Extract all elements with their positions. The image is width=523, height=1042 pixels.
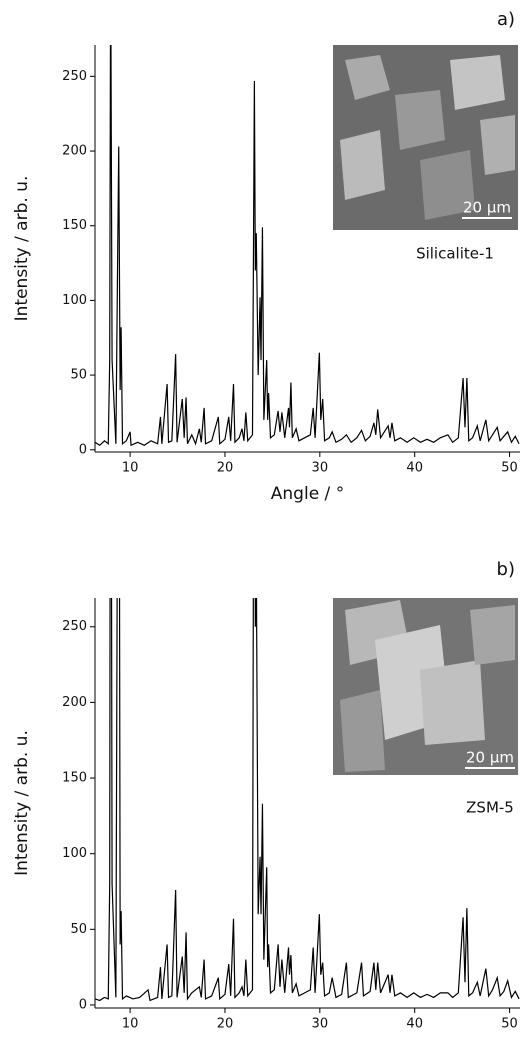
panel-label: a) [497,9,515,30]
y-tick-label: 100 [62,293,87,308]
y-tick-label: 150 [62,218,87,233]
x-tick-label: 30 [312,1017,329,1032]
x-tick-label: 30 [312,461,329,476]
y-tick-label: 0 [79,442,87,457]
panel-label: b) [497,559,515,580]
x-tick-label: 20 [217,1017,234,1032]
y-tick-label: 0 [79,997,87,1012]
x-tick-label: 40 [406,1017,423,1032]
inset-label: Silicalite-1 [416,245,494,263]
y-axis-title: Intensity / arb. u. [12,730,32,876]
y-tick-label: 250 [62,619,87,634]
x-axis-title: Angle / ° [271,484,344,504]
y-tick-label: 250 [62,69,87,84]
y-axis-title: Intensity / arb. u. [12,176,32,322]
x-tick-label: 20 [217,461,234,476]
data-line [95,45,520,447]
y-tick-label: 100 [62,846,87,861]
scale-bar-label: 20 μm [466,749,514,767]
data-line [95,598,520,1002]
x-tick-label: 10 [122,1017,139,1032]
y-tick-label: 50 [70,368,87,383]
inset-image [333,598,518,775]
x-tick-label: 50 [501,1017,518,1032]
y-tick-label: 150 [62,771,87,786]
y-tick-label: 200 [62,695,87,710]
x-axis-title: Angle / ° [271,1040,344,1042]
y-tick-label: 200 [62,144,87,159]
y-tick-label: 50 [70,922,87,937]
x-tick-label: 10 [122,461,139,476]
x-tick-label: 40 [406,461,423,476]
inset-label: ZSM-5 [466,799,514,817]
x-tick-label: 50 [501,461,518,476]
inset-image [333,45,518,230]
scale-bar-label: 20 μm [463,199,511,217]
